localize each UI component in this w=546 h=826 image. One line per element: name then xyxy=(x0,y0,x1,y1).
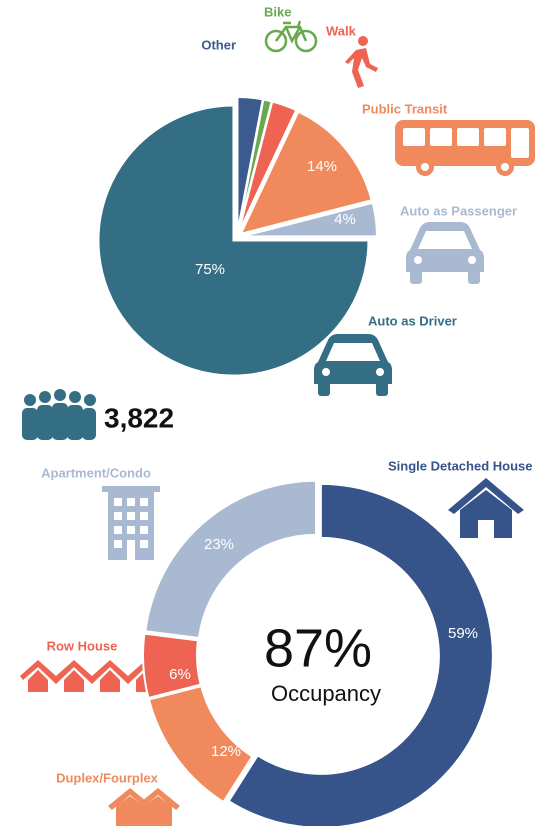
walk-icon xyxy=(345,36,378,88)
slice xyxy=(237,100,298,233)
slice xyxy=(142,632,202,700)
slice xyxy=(227,482,494,826)
slice xyxy=(97,104,370,377)
category-label: Walk xyxy=(326,23,357,38)
value-label: 1% xyxy=(266,63,288,80)
value-label: 3% xyxy=(301,75,323,92)
slice xyxy=(241,201,378,238)
category-label: Public Transit xyxy=(362,101,448,116)
value-label: 59% xyxy=(448,625,478,642)
bus-icon xyxy=(395,120,535,176)
people-icon xyxy=(22,389,96,440)
value-label: 75% xyxy=(195,261,225,278)
value-label: 14% xyxy=(307,158,337,175)
value-label: 23% xyxy=(204,536,234,553)
category-label: Duplex/Fourplex xyxy=(56,770,159,785)
category-label: Auto as Driver xyxy=(368,313,457,328)
driver-car-icon xyxy=(314,334,392,396)
row-house-icon xyxy=(20,660,160,692)
passenger-car-icon xyxy=(406,222,484,284)
category-label: Row House xyxy=(47,638,118,653)
apartment-icon xyxy=(102,486,160,560)
house-icon xyxy=(448,478,524,538)
headcount: 3,822 xyxy=(104,402,174,433)
bike-icon xyxy=(264,20,318,53)
slice xyxy=(144,479,318,640)
category-label: Other xyxy=(201,37,236,52)
value-label: 4% xyxy=(334,211,356,228)
value-label: 6% xyxy=(169,666,191,683)
slice xyxy=(147,684,254,804)
category-label: Single Detached House xyxy=(388,458,532,473)
duplex-icon xyxy=(108,788,180,826)
category-label: Bike xyxy=(264,4,291,19)
center-sublabel: Occupancy xyxy=(271,681,381,706)
value-label: 12% xyxy=(211,743,241,760)
slice xyxy=(239,110,373,236)
value-label: 3% xyxy=(230,61,252,78)
center-label: 87% xyxy=(264,618,372,678)
category-label: Apartment/Condo xyxy=(41,465,151,480)
category-label: Auto as Passenger xyxy=(400,203,517,218)
